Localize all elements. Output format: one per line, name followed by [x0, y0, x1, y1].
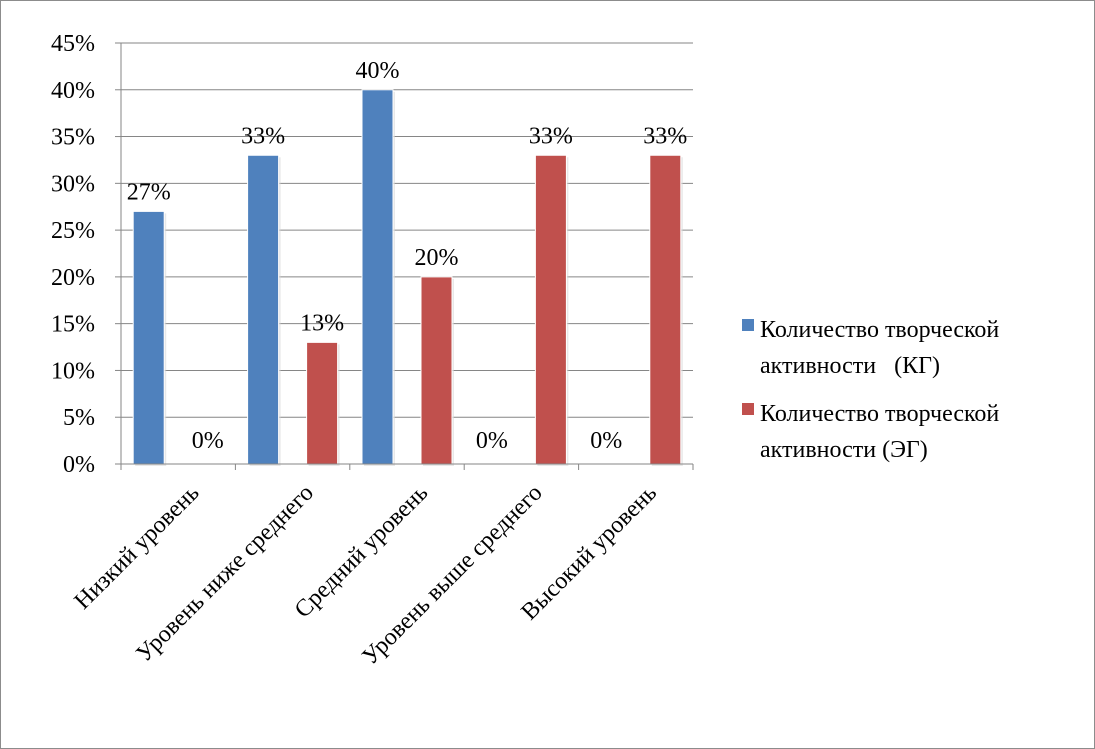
axes	[115, 42, 694, 470]
legend-label: активности (КГ)	[760, 353, 940, 379]
data-label: 0%	[590, 428, 622, 454]
data-label: 40%	[356, 58, 400, 84]
data-label: 13%	[300, 310, 344, 336]
y-tick-label: 30%	[51, 171, 95, 197]
y-tick-label: 20%	[51, 265, 95, 291]
legend-swatch	[742, 403, 754, 415]
y-tick-labels: 0% 5% 10% 15% 20% 25% 30% 35% 40% 45%	[51, 31, 95, 478]
data-label: 33%	[241, 123, 285, 149]
y-tick-label: 0%	[63, 452, 95, 478]
legend-label: Количество творческой	[760, 401, 999, 427]
bar	[534, 154, 567, 465]
y-tick-label: 45%	[51, 31, 95, 57]
data-label: 0%	[476, 428, 508, 454]
y-tick-label: 40%	[51, 78, 95, 104]
x-category-label: Низкий уровень	[70, 480, 205, 615]
bar	[132, 210, 165, 465]
legend-swatch	[742, 319, 754, 331]
data-label: 20%	[415, 245, 459, 271]
gridlines	[121, 42, 693, 418]
bar	[306, 341, 339, 465]
bars	[132, 89, 683, 467]
legend-label: Количество творческой	[760, 317, 999, 343]
y-tick-label: 15%	[51, 312, 95, 338]
y-tick-label: 10%	[51, 358, 95, 384]
bar	[361, 89, 394, 465]
bar	[649, 154, 682, 465]
y-tick-label: 25%	[51, 218, 95, 244]
legend-label: активности (ЭГ)	[760, 437, 928, 463]
y-tick-label: 5%	[63, 405, 95, 431]
data-label: 27%	[127, 179, 171, 205]
data-label: 0%	[192, 428, 224, 454]
data-label: 33%	[643, 123, 687, 149]
bar	[247, 154, 280, 465]
bar	[420, 276, 453, 465]
data-labels: 27% 33% 40% 0% 0% 0% 13% 20% 33% 33%	[127, 58, 688, 454]
data-label: 33%	[529, 123, 573, 149]
legend: Количество творческой активности (КГ) Коли…	[742, 317, 999, 463]
y-tick-label: 35%	[51, 125, 95, 151]
